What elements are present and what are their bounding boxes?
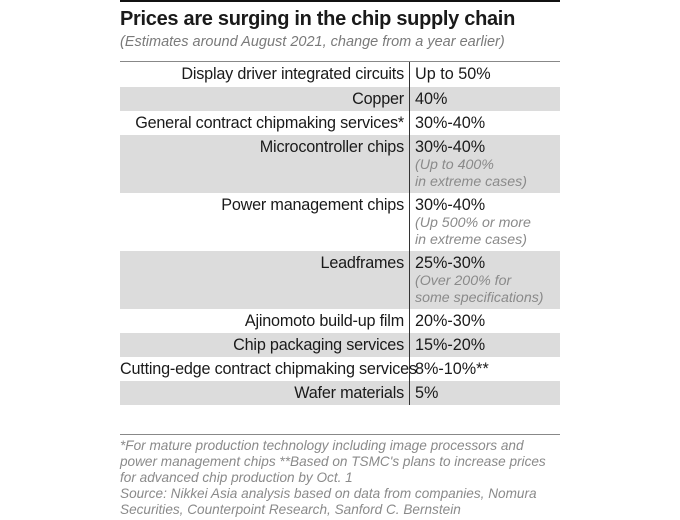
table-row: Copper 40% bbox=[120, 87, 560, 111]
value-cell: 15%-20% bbox=[410, 333, 560, 355]
item-label: Display driver integrated circuits bbox=[120, 62, 410, 87]
price-note: (Over 200% for some specifications) bbox=[415, 273, 544, 306]
item-label: Cutting-edge contract chipmaking service… bbox=[120, 357, 417, 381]
table-row: Microcontroller chips 30%-40% (Up to 400… bbox=[120, 135, 560, 193]
item-label: Copper bbox=[120, 87, 410, 111]
table-row: General contract chipmaking services* 30… bbox=[120, 111, 560, 135]
chart-notes: *For mature production technology includ… bbox=[120, 434, 560, 518]
value-cell: 20%-30% bbox=[410, 309, 560, 331]
table-row: Ajinomoto build-up film 20%-30% bbox=[120, 309, 560, 333]
price-change: 20%-30% bbox=[415, 312, 486, 330]
chart-frame: Prices are surging in the chip supply ch… bbox=[120, 0, 560, 520]
source-note: Source: Nikkei Asia analysis based on da… bbox=[120, 486, 537, 517]
price-change: 30%-40% bbox=[415, 196, 486, 214]
footnote: *For mature production technology includ… bbox=[120, 438, 546, 485]
item-label: General contract chipmaking services* bbox=[120, 111, 410, 135]
price-note: (Up to 400% in extreme cases) bbox=[415, 157, 527, 190]
table-row: Display driver integrated circuits Up to… bbox=[120, 62, 560, 87]
price-change: 8%-10%** bbox=[415, 360, 489, 378]
value-cell: 30%-40% (Up to 400% in extreme cases) bbox=[410, 135, 560, 191]
table-row: Wafer materials 5% bbox=[120, 381, 560, 405]
price-change: 15%-20% bbox=[415, 336, 486, 354]
price-change: 40% bbox=[415, 90, 448, 108]
table-row: Chip packaging services 15%-20% bbox=[120, 333, 560, 357]
price-change: 25%-30% bbox=[415, 254, 486, 272]
value-cell: 40% bbox=[410, 87, 560, 109]
table-row: Power management chips 30%-40% (Up 500% … bbox=[120, 193, 560, 251]
price-change: 30%-40% bbox=[415, 114, 486, 132]
chart-subtitle: (Estimates around August 2021, change fr… bbox=[120, 34, 505, 50]
price-change: 30%-40% bbox=[415, 138, 486, 156]
table-row: Cutting-edge contract chipmaking service… bbox=[120, 357, 560, 381]
value-cell: 30%-40% (Up 500% or more in extreme case… bbox=[410, 193, 560, 249]
value-cell: 8%-10%** bbox=[410, 357, 560, 379]
top-rule bbox=[120, 0, 560, 2]
price-table: Display driver integrated circuits Up to… bbox=[120, 61, 560, 405]
value-cell: 30%-40% bbox=[410, 111, 560, 133]
chart-title: Prices are surging in the chip supply ch… bbox=[120, 8, 515, 30]
value-cell: 25%-30% (Over 200% for some specificatio… bbox=[410, 251, 560, 307]
price-note: (Up 500% or more in extreme cases) bbox=[415, 215, 531, 248]
item-label: Microcontroller chips bbox=[120, 135, 410, 193]
price-change: 5% bbox=[415, 384, 439, 402]
item-label: Wafer materials bbox=[120, 381, 410, 405]
item-label: Chip packaging services bbox=[120, 333, 410, 357]
item-label: Power management chips bbox=[120, 193, 410, 251]
item-label: Leadframes bbox=[120, 251, 410, 309]
item-label: Ajinomoto build-up film bbox=[120, 309, 410, 333]
price-change: Up to 50% bbox=[415, 65, 491, 83]
value-cell: 5% bbox=[410, 381, 560, 403]
value-cell: Up to 50% bbox=[410, 62, 560, 84]
table-row: Leadframes 25%-30% (Over 200% for some s… bbox=[120, 251, 560, 309]
